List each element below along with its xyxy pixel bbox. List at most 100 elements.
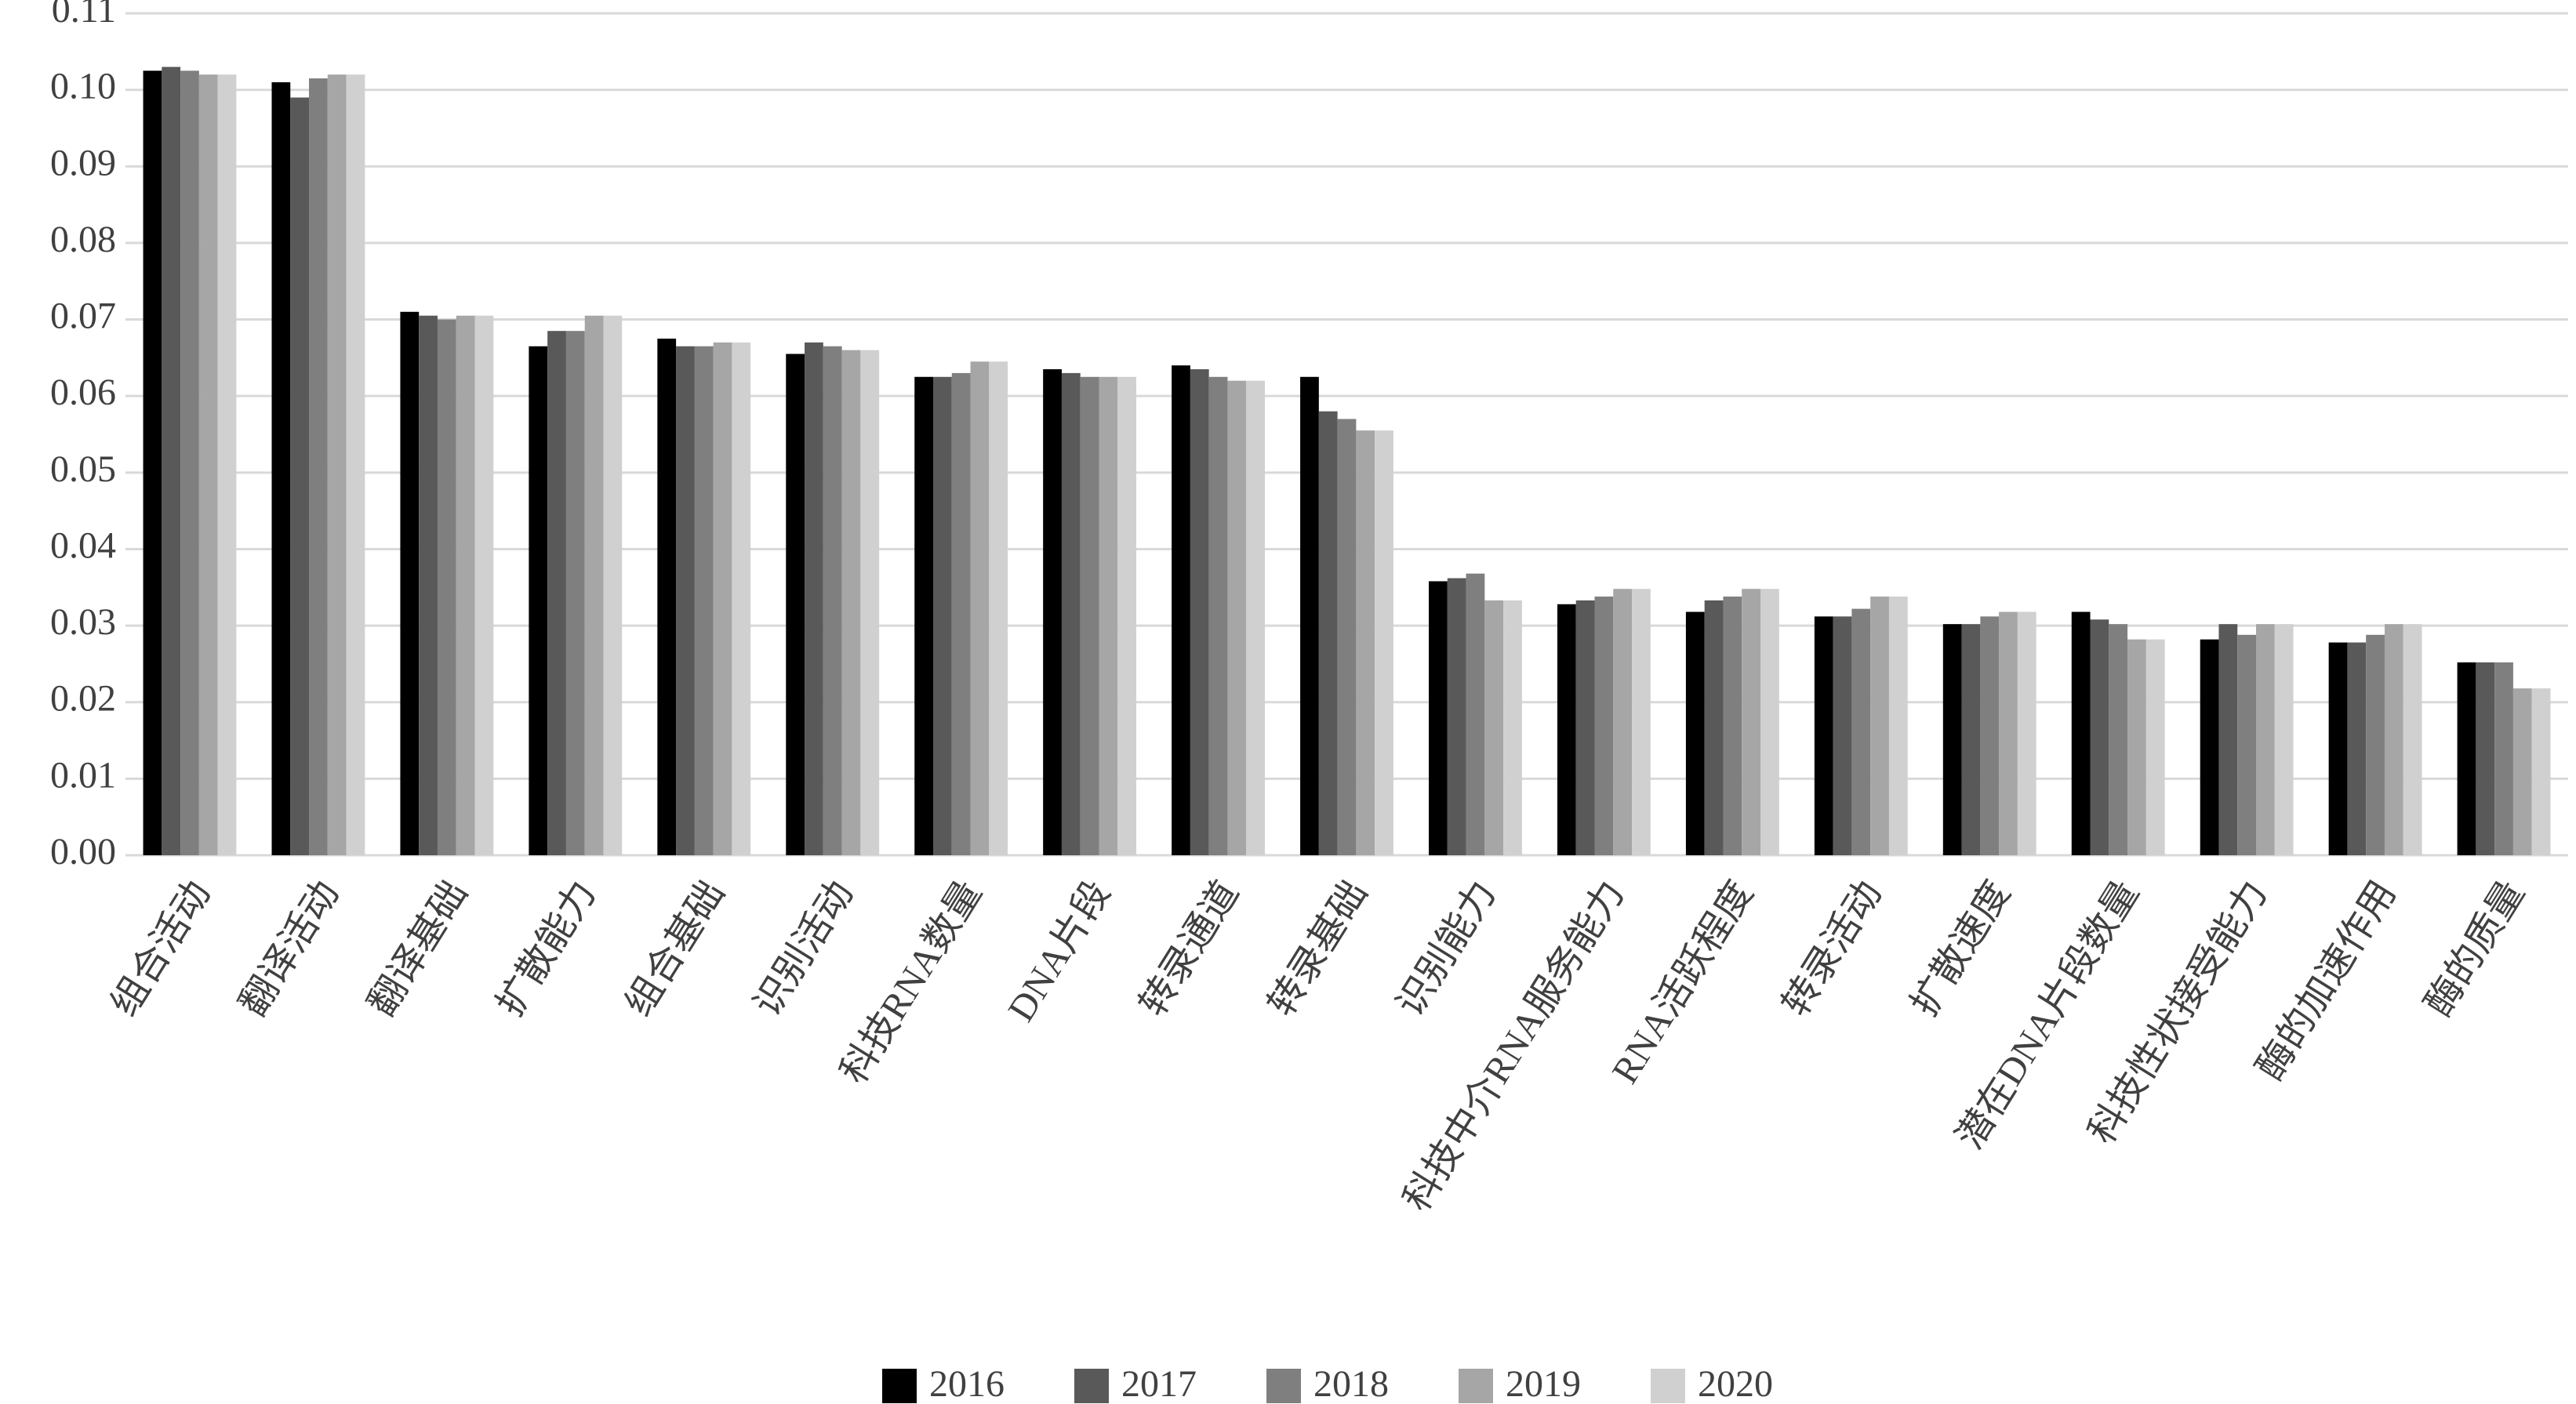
bar — [823, 346, 842, 856]
bar — [1704, 600, 1724, 855]
bar — [1961, 624, 1981, 855]
x-tick-label: 科技RNA数量 — [833, 874, 990, 1091]
bar — [970, 361, 990, 855]
x-tick-label: 科技中介RNA服务能力 — [1396, 874, 1633, 1219]
x-tick-label: 识别能力 — [1389, 874, 1504, 1024]
x-tick-label: 扩散速度 — [1903, 874, 2018, 1024]
bar — [1613, 589, 1633, 855]
bar — [2274, 624, 2294, 855]
y-tick-label: 0.09 — [50, 142, 116, 183]
bar — [2237, 634, 2257, 855]
x-tick-label: 转录基础 — [1260, 874, 1375, 1024]
legend-label: 2016 — [929, 1363, 1005, 1404]
y-tick-label: 0.03 — [50, 601, 116, 643]
y-tick-label: 0.01 — [50, 754, 116, 796]
bar — [1557, 604, 1576, 855]
legend-swatch — [1074, 1369, 1109, 1403]
x-tick-label: 组合基础 — [618, 874, 733, 1024]
bar — [1466, 573, 1485, 855]
legend-label: 2020 — [1698, 1363, 1773, 1404]
bar — [860, 350, 880, 856]
bar — [1043, 369, 1062, 855]
bar — [529, 346, 548, 856]
bar — [1429, 581, 1448, 855]
bar — [989, 361, 1008, 855]
bar — [1742, 589, 1761, 855]
bar — [2218, 624, 2238, 855]
bar — [1888, 596, 1908, 855]
bar — [932, 376, 952, 856]
x-tick-label: RNA活跃程度 — [1604, 874, 1761, 1091]
bar — [2127, 639, 2146, 855]
y-tick-label: 0.06 — [50, 372, 116, 413]
bar — [198, 74, 218, 856]
bar — [1575, 600, 1595, 855]
legend-label: 2018 — [1313, 1363, 1389, 1404]
bar — [456, 315, 475, 855]
bar — [437, 319, 456, 856]
bar — [2403, 624, 2422, 855]
bar — [657, 338, 677, 855]
bar — [1227, 380, 1247, 855]
x-tick-label: 组合活动 — [104, 874, 219, 1024]
x-tick-label: 翻译活动 — [232, 874, 347, 1024]
y-tick-label: 0.07 — [50, 296, 116, 337]
bar — [2476, 662, 2495, 855]
bar — [841, 350, 861, 856]
legend-label: 2019 — [1506, 1363, 1581, 1404]
bar — [1594, 596, 1614, 855]
x-tick-label: 转录通道 — [1132, 874, 1248, 1024]
bar — [2071, 611, 2091, 855]
bar — [290, 97, 310, 855]
y-tick-label: 0.04 — [50, 524, 116, 566]
bar — [1375, 430, 1393, 855]
bar — [1246, 380, 1265, 855]
x-tick-label: 扩散能力 — [489, 874, 605, 1024]
bar — [2090, 619, 2109, 855]
bar — [694, 346, 714, 856]
bar — [419, 315, 438, 855]
bar — [951, 372, 971, 856]
x-tick-label: 翻译基础 — [361, 874, 476, 1024]
x-tick-label: DNA片段 — [1000, 874, 1118, 1029]
bar — [1318, 411, 1338, 855]
bar — [346, 74, 365, 856]
bar — [1190, 369, 1209, 855]
bar — [805, 342, 823, 855]
bar — [1337, 419, 1357, 855]
bar — [1999, 611, 2018, 855]
bar — [1172, 365, 1190, 855]
bar — [1851, 608, 1871, 855]
bar — [713, 342, 732, 855]
bar — [1099, 376, 1118, 856]
bar — [1870, 596, 1889, 855]
bar — [1484, 600, 1504, 855]
bar — [271, 82, 291, 855]
bar — [1723, 596, 1742, 855]
bar — [2017, 611, 2036, 855]
bar — [2328, 642, 2348, 855]
bar — [143, 71, 162, 855]
bar — [2145, 639, 2165, 855]
legend-swatch — [1651, 1369, 1685, 1403]
bar — [2109, 624, 2128, 855]
y-tick-label: 0.10 — [50, 66, 116, 107]
bar — [2366, 634, 2385, 855]
bar — [1080, 376, 1099, 856]
bar — [786, 354, 805, 855]
legend-swatch — [882, 1369, 917, 1403]
bar — [217, 74, 237, 856]
x-tick-label: 识别活动 — [747, 874, 862, 1024]
bar — [1980, 616, 2000, 855]
bar — [1833, 616, 1852, 855]
bar — [1208, 376, 1228, 856]
x-tick-label: 酶的质量 — [2418, 874, 2533, 1024]
bar — [2457, 662, 2476, 855]
bar — [1117, 376, 1137, 856]
bar — [584, 315, 604, 855]
x-tick-label: 酶的加速作用 — [2249, 874, 2404, 1087]
bar — [1503, 600, 1522, 855]
bar — [565, 331, 585, 855]
